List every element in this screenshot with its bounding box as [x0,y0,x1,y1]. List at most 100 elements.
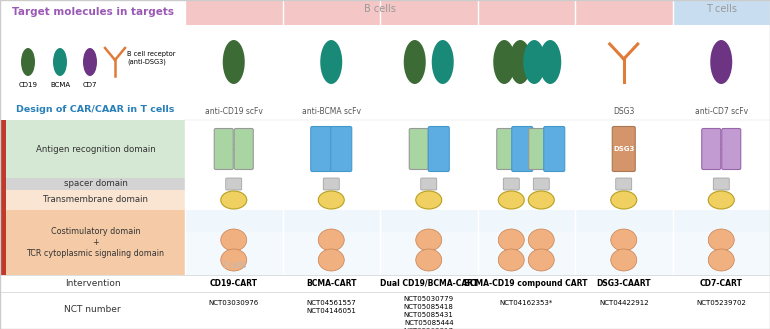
Ellipse shape [221,191,246,209]
Text: NCT04162353*: NCT04162353* [500,300,553,306]
Text: anti-BCMA scFv: anti-BCMA scFv [302,108,361,116]
Ellipse shape [710,40,732,84]
FancyBboxPatch shape [311,126,332,171]
Text: BCMA-CART: BCMA-CART [306,279,357,288]
Ellipse shape [223,40,245,84]
Bar [0,178,185,190]
Bar [283,25,380,100]
Ellipse shape [53,48,67,76]
Ellipse shape [318,249,344,271]
FancyBboxPatch shape [504,178,519,190]
Ellipse shape [539,40,561,84]
Text: BCMA-CD19 compound CART: BCMA-CD19 compound CART [464,279,588,288]
FancyBboxPatch shape [331,126,352,171]
Text: CD19-CART: CD19-CART [209,279,258,288]
Text: anti-CD19 scFv: anti-CD19 scFv [205,108,263,116]
Text: Dual CD19/BCMA-CART: Dual CD19/BCMA-CART [380,279,478,288]
Bar [380,0,477,18]
Ellipse shape [403,40,426,84]
FancyBboxPatch shape [529,129,547,169]
Ellipse shape [708,191,735,209]
Bar [0,210,185,275]
Bar [0,120,6,275]
FancyBboxPatch shape [234,129,253,169]
Ellipse shape [509,40,531,84]
FancyBboxPatch shape [512,126,533,171]
Text: T cells: T cells [222,261,246,269]
Bar [575,18,672,25]
Text: Transmembrane domain: Transmembrane domain [43,195,148,205]
Text: Antigen recognition domain: Antigen recognition domain [35,144,156,154]
Bar [477,25,575,100]
FancyBboxPatch shape [409,129,428,169]
Bar [575,0,672,18]
Bar [185,210,770,232]
Text: Design of CAR/CAAR in T cells: Design of CAR/CAAR in T cells [16,106,175,114]
Bar [0,120,185,178]
FancyBboxPatch shape [428,126,449,171]
Ellipse shape [221,229,246,251]
Text: CD7: CD7 [82,82,97,88]
Bar [283,0,380,18]
Ellipse shape [416,249,442,271]
Ellipse shape [528,191,554,209]
Ellipse shape [221,249,246,271]
Text: CD7-CART: CD7-CART [700,279,743,288]
FancyBboxPatch shape [323,178,340,190]
Text: anti-CD7 scFv: anti-CD7 scFv [695,108,748,116]
FancyBboxPatch shape [721,129,741,169]
FancyBboxPatch shape [497,129,516,169]
Ellipse shape [528,229,554,251]
FancyBboxPatch shape [713,178,729,190]
Ellipse shape [494,40,515,84]
Text: DSG3-CAART: DSG3-CAART [597,279,651,288]
Ellipse shape [416,191,442,209]
FancyBboxPatch shape [226,178,242,190]
Ellipse shape [318,229,344,251]
Bar [672,0,770,18]
Ellipse shape [432,40,454,84]
Bar [185,0,283,18]
Text: Costimulatory domain
+
TCR cytoplasmic signaling domain: Costimulatory domain + TCR cytoplasmic s… [26,227,165,258]
Ellipse shape [611,229,637,251]
FancyBboxPatch shape [534,178,549,190]
Ellipse shape [498,191,524,209]
Ellipse shape [83,48,97,76]
Ellipse shape [708,249,735,271]
Ellipse shape [21,48,35,76]
Bar [283,18,380,25]
Ellipse shape [708,229,735,251]
Ellipse shape [611,249,637,271]
FancyBboxPatch shape [214,129,233,169]
Bar [477,18,575,25]
Ellipse shape [416,229,442,251]
Ellipse shape [528,249,554,271]
Text: NCT05030779
NCT05085418
NCT05085431
NCT05085444
NCT05263817: NCT05030779 NCT05085418 NCT05085431 NCT0… [403,296,454,329]
Ellipse shape [524,40,545,84]
Text: NCT04422912: NCT04422912 [599,300,648,306]
Text: T cells: T cells [706,4,737,14]
Text: CD19: CD19 [18,82,38,88]
Ellipse shape [611,191,637,209]
Bar [575,25,672,100]
Ellipse shape [498,249,524,271]
FancyBboxPatch shape [612,126,635,171]
Bar [185,18,283,25]
Bar [380,25,477,100]
Text: NCT05239702: NCT05239702 [696,300,746,306]
Bar [185,25,283,100]
FancyBboxPatch shape [701,129,721,169]
Text: BCMA: BCMA [50,82,70,88]
Text: DSG3: DSG3 [613,146,634,152]
Text: NCT03030976: NCT03030976 [209,300,259,306]
Text: NCT04561557
NCT04146051: NCT04561557 NCT04146051 [306,300,357,314]
Bar [0,0,185,329]
Text: spacer domain: spacer domain [64,180,128,189]
FancyBboxPatch shape [420,178,437,190]
FancyBboxPatch shape [544,126,564,171]
Bar [185,232,770,275]
Ellipse shape [498,229,524,251]
Bar [0,190,185,210]
Text: NCT number: NCT number [64,306,121,315]
Bar [477,0,575,18]
